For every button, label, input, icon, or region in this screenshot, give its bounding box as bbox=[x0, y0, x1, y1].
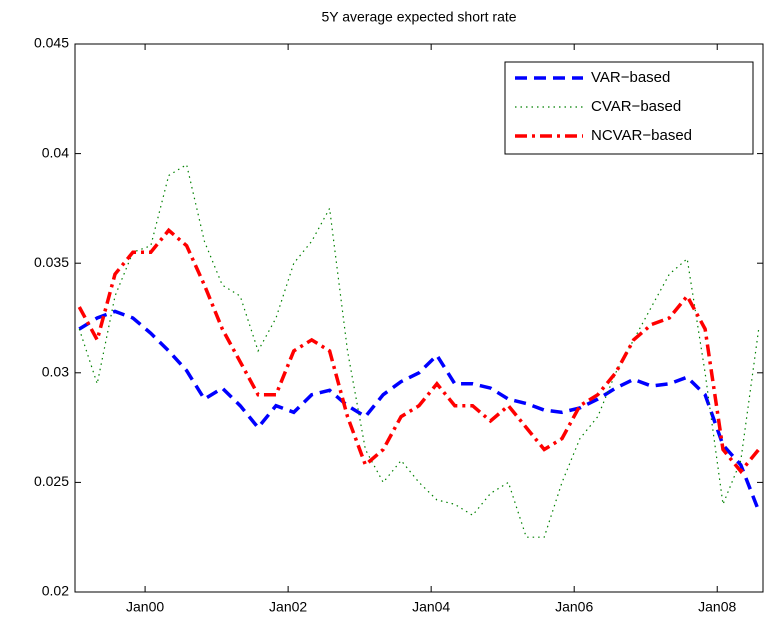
chart-title: 5Y average expected short rate bbox=[321, 9, 516, 25]
x-tick-label: Jan08 bbox=[698, 599, 736, 615]
x-tick-label: Jan02 bbox=[269, 599, 307, 615]
y-tick-label: 0.03 bbox=[42, 364, 69, 380]
y-tick-label: 0.045 bbox=[34, 35, 69, 51]
legend-label: VAR−based bbox=[591, 69, 670, 86]
y-tick-label: 0.02 bbox=[42, 583, 69, 599]
legend-label: CVAR−based bbox=[591, 98, 681, 115]
y-tick-label: 0.04 bbox=[42, 144, 69, 160]
legend-label: NCVAR−based bbox=[591, 127, 692, 144]
x-tick-label: Jan04 bbox=[412, 599, 450, 615]
x-tick-label: Jan00 bbox=[126, 599, 164, 615]
x-tick-label: Jan06 bbox=[555, 599, 593, 615]
series-line bbox=[77, 227, 761, 475]
y-tick-label: 0.025 bbox=[34, 473, 69, 489]
y-tick-label: 0.035 bbox=[34, 254, 69, 270]
series-line bbox=[78, 309, 761, 512]
legend-box bbox=[504, 61, 754, 155]
